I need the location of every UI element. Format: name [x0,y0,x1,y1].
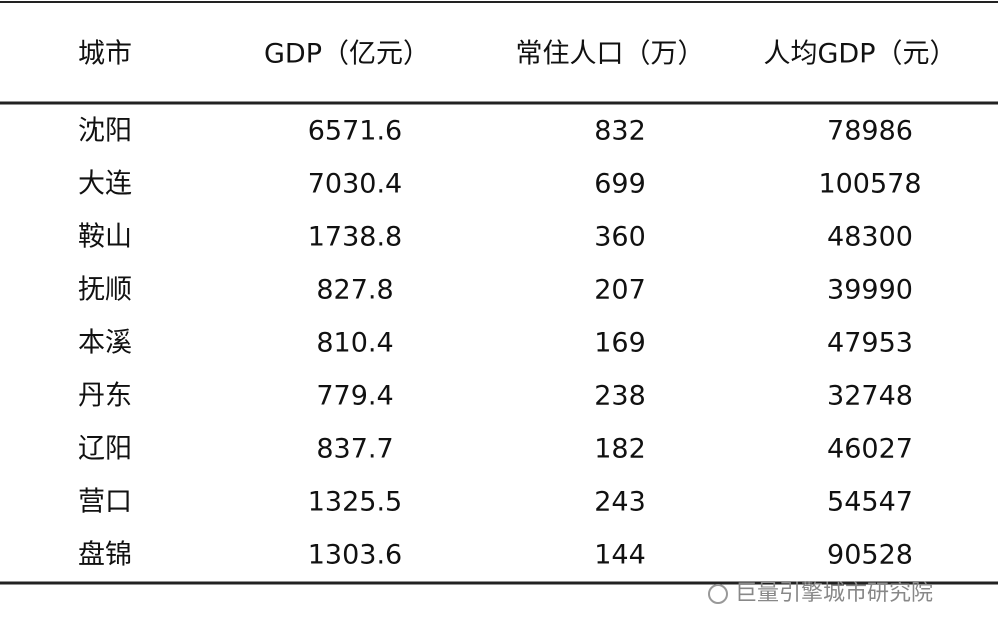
cell: 238 [594,381,646,412]
cell: 47953 [827,328,913,359]
cell: 1303.6 [308,540,402,571]
cell: 丹东 [78,381,132,412]
cell: 54547 [827,487,913,518]
cell: 39990 [827,275,913,306]
cell: 810.4 [316,328,393,359]
cell: 832 [594,116,646,147]
cell: 243 [594,487,646,518]
cell: 大连 [78,169,132,200]
cell: 32748 [827,381,913,412]
cell: 6571.6 [308,116,402,147]
cell: 90528 [827,540,913,571]
cell: 699 [594,169,646,200]
header-cell: GDP（亿元） [264,39,430,70]
cell: 169 [594,328,646,359]
cell: 360 [594,222,646,253]
watermark: 巨量引擎城市研究院 [735,581,933,606]
watermark-icon [708,584,728,604]
cell: 沈阳 [78,116,132,147]
cell: 7030.4 [308,169,402,200]
cell: 鞍山 [78,222,132,253]
cell: 1738.8 [308,222,402,253]
cell: 48300 [827,222,913,253]
header-cell: 常住人口（万） [516,39,705,70]
cell: 144 [594,540,646,571]
header-cell: 人均GDP（元） [764,39,957,70]
cell: 46027 [827,434,913,465]
cell: 207 [594,275,646,306]
cell: 100578 [818,169,921,200]
cell: 本溪 [78,328,132,359]
cell: 抚顺 [78,275,132,306]
cell: 837.7 [316,434,393,465]
cell: 779.4 [316,381,393,412]
cell: 827.8 [316,275,393,306]
cell: 盘锦 [78,540,132,571]
cell: 78986 [827,116,913,147]
cell: 辽阳 [78,434,132,465]
cell: 营口 [78,487,132,518]
header-cell: 城市 [78,39,132,70]
cell: 1325.5 [308,487,402,518]
cell: 182 [594,434,646,465]
